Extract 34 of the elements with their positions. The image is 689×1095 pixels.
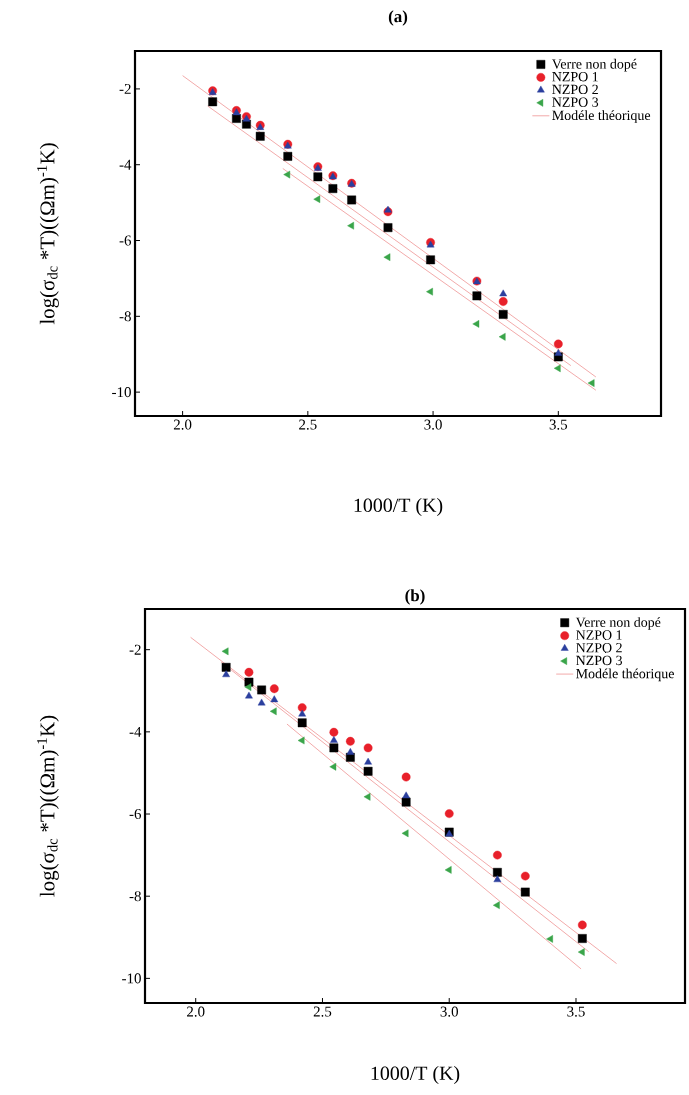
legend-label: Modéle théorique bbox=[552, 110, 651, 123]
y-tick-label: -2 bbox=[119, 83, 131, 94]
x-axis-title: 1000/T (K) bbox=[354, 497, 443, 517]
x-tick-label: 3.0 bbox=[440, 1006, 458, 1017]
legend-label: NZPO 3 bbox=[576, 655, 622, 666]
chart-title: (a) bbox=[388, 10, 408, 26]
legend-label: NZPO 1 bbox=[552, 72, 598, 82]
legend-label: Verre non dopé bbox=[575, 617, 661, 630]
x-tick-label: 2.5 bbox=[313, 1006, 332, 1017]
x-tick-label: 2.0 bbox=[187, 1006, 205, 1017]
y-tick-label: -8 bbox=[129, 891, 141, 902]
legend-label: Verre non dopé bbox=[551, 58, 637, 72]
legend-label: NZPO 2 bbox=[552, 84, 598, 95]
y-tick-label: -2 bbox=[129, 644, 141, 655]
y-tick-label: -6 bbox=[119, 235, 132, 246]
x-tick-label: 3.5 bbox=[567, 1006, 585, 1017]
legend-label: NZPO 2 bbox=[576, 643, 622, 653]
y-tick-label: -6 bbox=[129, 809, 142, 820]
x-tick-label: 3.5 bbox=[549, 419, 568, 430]
legend-label: NZPO 1 bbox=[576, 630, 622, 640]
y-tick-label: -4 bbox=[119, 159, 132, 170]
x-axis-title: 1000/T (K) bbox=[371, 1065, 460, 1085]
x-tick-label: 2.0 bbox=[173, 419, 192, 430]
y-tick-label: -10 bbox=[122, 973, 141, 984]
legend-label: NZPO 3 bbox=[552, 97, 599, 107]
x-tick-label: 2.5 bbox=[299, 419, 317, 430]
y-axis-title: log(σ$_{dc}$ *T)((Ωm)$^{-1}$K) bbox=[37, 143, 59, 325]
chart-title: (b) bbox=[405, 589, 425, 605]
y-tick-label: -10 bbox=[112, 387, 131, 398]
y-tick-label: -4 bbox=[129, 726, 142, 737]
y-tick-label: -8 bbox=[119, 311, 131, 322]
x-tick-label: 3.0 bbox=[424, 419, 442, 430]
y-axis-title: log(σ$_{dc}$ *T)((Ωm)$^{-1}$K) bbox=[37, 715, 59, 897]
legend-label: Modéle théorique bbox=[576, 668, 674, 682]
